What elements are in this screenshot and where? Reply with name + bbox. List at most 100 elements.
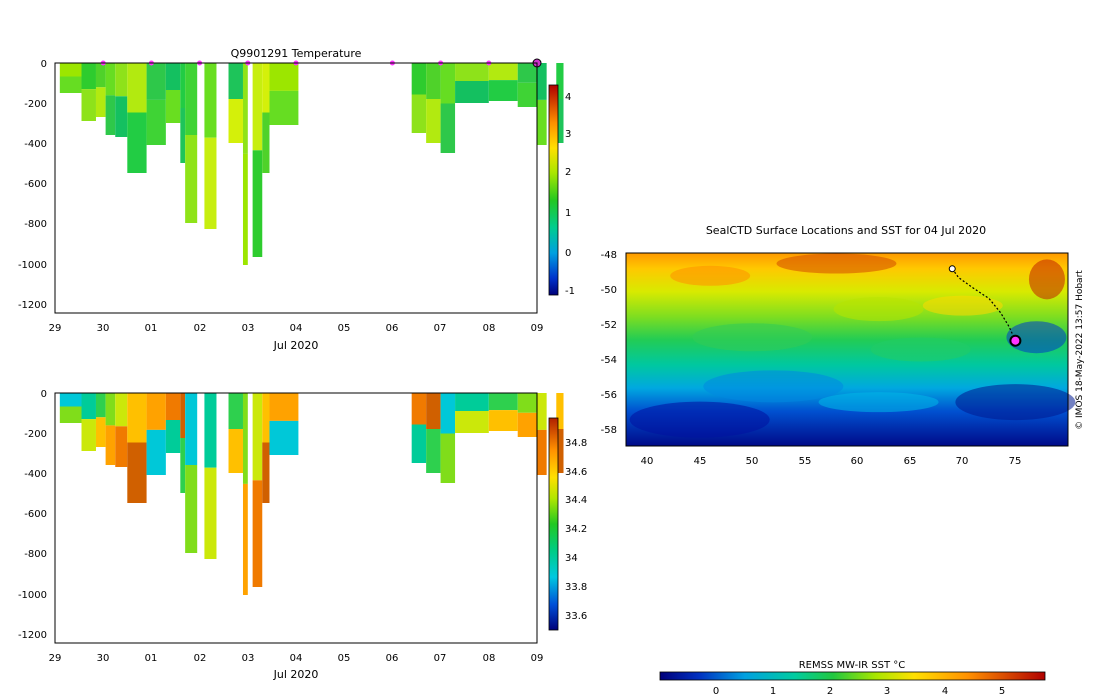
lat-tick-label: -50 (601, 285, 617, 296)
profile-column-lower (146, 429, 166, 475)
profile-column-upper (81, 393, 96, 420)
profile-column-lower (537, 99, 547, 145)
profile-column-lower (59, 76, 82, 93)
profile-column-lower (127, 112, 147, 173)
colorbar-tick-label: -1 (565, 286, 575, 297)
y-tick-label: -200 (24, 429, 47, 440)
sst-patch (870, 337, 971, 362)
profile-column-upper (105, 63, 116, 96)
lat-tick-label: -56 (601, 390, 617, 401)
profile-column-upper (185, 393, 198, 465)
profile-column-lower (185, 465, 198, 553)
sst-patch (818, 392, 939, 413)
lon-tick-label: 70 (956, 456, 969, 467)
salinity-y-ticks: 0 -200 -400 -600 -800 -1000 -1200 (18, 389, 47, 641)
lon-tick-label: 65 (904, 456, 917, 467)
colorbar-tick-label: 0 (565, 248, 571, 259)
temperature-x-ticks: 29 30 01 02 03 04 05 06 07 08 09 (49, 323, 544, 334)
colorbar-tick-label: 34.8 (565, 438, 587, 449)
salinity-profiles (59, 393, 564, 595)
x-tick-label: 09 (531, 653, 544, 664)
profile-column-upper (59, 393, 82, 407)
profile-column-upper (81, 63, 96, 90)
profile-column-lower (180, 108, 186, 163)
lon-tick-label: 50 (746, 456, 759, 467)
x-tick-label: 04 (290, 323, 303, 334)
x-tick-label: 07 (434, 323, 447, 334)
x-tick-label: 30 (97, 323, 110, 334)
profile-column-upper (115, 63, 128, 97)
profile-column-lower (455, 411, 489, 433)
colorbar-tick-label: 3 (884, 686, 890, 697)
profile-column-upper (517, 393, 537, 413)
y-tick-label: -1000 (18, 260, 47, 271)
map-axes-frame (625, 252, 1069, 447)
y-tick-label: -1000 (18, 590, 47, 601)
lon-tick-label: 55 (799, 456, 812, 467)
temperature-title: Q9901291 Temperature (231, 47, 362, 60)
profile-column-lower (105, 425, 116, 465)
profile-column-lower (185, 135, 198, 223)
lon-tick-label: 45 (694, 456, 707, 467)
profile-column-upper (556, 63, 564, 99)
sst-colorbar (659, 671, 1046, 681)
colorbar-tick-label: 1 (565, 208, 571, 219)
salinity-colorbar (548, 417, 559, 631)
x-tick-label: 06 (386, 653, 399, 664)
profile-column-upper (517, 63, 537, 83)
profile-column-upper (252, 393, 263, 481)
y-tick-label: -1200 (18, 300, 47, 311)
profile-column-upper (262, 63, 270, 113)
profile-column-upper (426, 393, 441, 429)
sst-patch (1028, 259, 1065, 300)
profile-column-upper (59, 63, 82, 77)
y-tick-label: -800 (24, 219, 47, 230)
profile-column-upper (165, 393, 181, 420)
profile-column-lower (81, 89, 96, 121)
profile-column-lower (556, 429, 564, 473)
x-tick-label: 01 (145, 323, 158, 334)
profile-column-lower (105, 95, 116, 135)
profile-column-lower (455, 81, 489, 103)
profile-column-lower (165, 420, 181, 453)
sst-colorbar-label: REMSS MW-IR SST °C (799, 660, 906, 671)
lon-tick-label: 75 (1009, 456, 1022, 467)
lat-tick-label: -54 (601, 355, 617, 366)
profile-column-lower (146, 99, 166, 145)
profile-column-lower (180, 438, 186, 493)
colorbar-tick-label: 4 (942, 686, 948, 697)
profile-column-lower (204, 137, 217, 229)
y-tick-label: -800 (24, 549, 47, 560)
salinity-x-label: Jul 2020 (273, 668, 319, 681)
profile-column-lower (262, 442, 270, 503)
profile-column-lower (242, 483, 248, 595)
colorbar-tick-label: 33.6 (565, 611, 587, 622)
profile-column-lower (95, 417, 106, 447)
sst-field-texture (629, 253, 1076, 438)
profile-column-upper (488, 63, 518, 81)
x-tick-label: 29 (49, 323, 62, 334)
colorbar-tick-label: 34.2 (565, 524, 587, 535)
profile-column-upper (455, 393, 489, 411)
salinity-x-ticks: 29 30 01 02 03 04 05 06 07 08 09 (49, 653, 544, 664)
x-tick-label: 09 (531, 323, 544, 334)
profile-column-lower (411, 94, 427, 133)
profile-column-upper (95, 393, 106, 418)
sst-patch (703, 370, 844, 403)
profile-column-upper (488, 393, 518, 411)
x-tick-label: 07 (434, 653, 447, 664)
profile-column-upper (165, 63, 181, 90)
profile-column-upper (228, 63, 243, 99)
y-tick-label: -1200 (18, 630, 47, 641)
profile-column-upper (105, 393, 116, 426)
profile-column-lower (95, 87, 106, 117)
x-tick-label: 06 (386, 323, 399, 334)
profile-column-lower (488, 80, 518, 101)
profile-column-upper (242, 393, 248, 484)
map-x-ticks: 40 45 50 55 60 65 70 75 (641, 456, 1022, 467)
profile-column-upper (146, 63, 166, 100)
map-y-ticks: -48 -50 -52 -54 -56 -58 (601, 250, 617, 436)
sst-map-panel: SealCTD Surface Locations and SST for 04… (601, 224, 1085, 697)
colorbar-tick-label: 34 (565, 553, 578, 564)
